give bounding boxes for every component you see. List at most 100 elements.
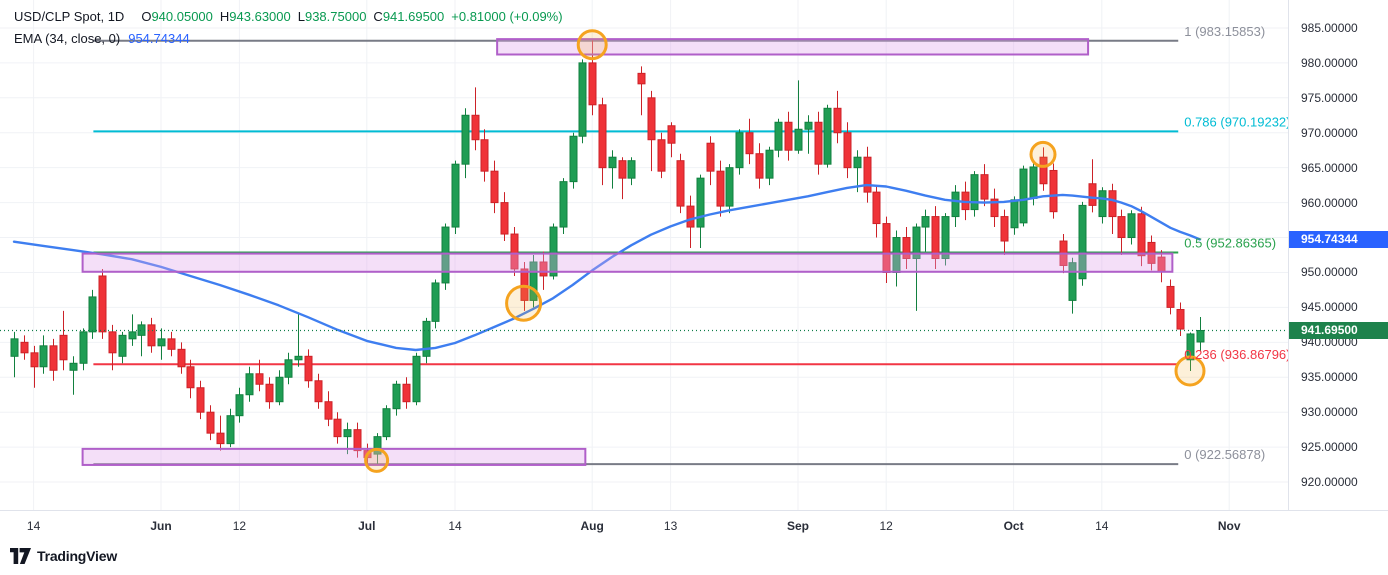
candles-series [10, 40, 1205, 464]
candle-body [69, 362, 78, 371]
fib-label-1[interactable]: 1 (983.15853) [1184, 24, 1265, 39]
high-label: H [219, 9, 230, 24]
candle-body [245, 373, 254, 396]
candle-body [304, 355, 313, 382]
candle-body [784, 121, 793, 151]
candle-body [441, 226, 450, 284]
zone-rect[interactable] [81, 252, 1174, 273]
supply-demand-zones[interactable] [81, 38, 1174, 466]
candle-body [118, 334, 127, 357]
price-axis-label: 985.00000 [1301, 20, 1358, 35]
candle-body [1029, 166, 1038, 199]
fib-label-0.786[interactable]: 0.786 (970.19232) [1184, 114, 1288, 129]
candle-body [451, 163, 460, 228]
time-axis-label: 14 [1095, 519, 1109, 533]
candle-body [382, 408, 391, 438]
candle-body [921, 216, 930, 228]
candle-body [1127, 213, 1136, 239]
close-value: 941.69500 [382, 9, 445, 24]
candle-body [412, 355, 421, 403]
candle-body [716, 170, 725, 207]
highlight-circle[interactable] [364, 447, 390, 473]
candle-body [755, 153, 764, 179]
candle-body [578, 62, 587, 137]
candle-body [823, 107, 832, 165]
price-axis-label: 960.00000 [1301, 195, 1358, 210]
candle-body [353, 429, 362, 452]
candle-body [392, 383, 401, 410]
price-axis-label: 930.00000 [1301, 405, 1358, 420]
indicator-name: EMA (34, close, 0) [14, 31, 121, 46]
fib-labels[interactable]: 1 (983.15853) 0.786 (970.19232) 0.5 (952.8… [1184, 24, 1288, 462]
candle-body [1088, 183, 1097, 206]
candle-body [686, 205, 695, 228]
time-axis-label: 12 [879, 519, 893, 533]
candle-body [422, 320, 431, 357]
zone-rect[interactable] [81, 447, 587, 466]
candle-body [1108, 190, 1117, 218]
candle-body [872, 191, 881, 225]
zone-rect[interactable] [496, 38, 1090, 56]
time-axis-label: 13 [663, 519, 678, 533]
candle-body [1196, 329, 1205, 343]
highlight-circle[interactable] [1174, 355, 1206, 387]
chart-legend[interactable]: USD/CLP Spot, 1D O940.05000 H943.63000 L938… [14, 8, 563, 48]
candle-body [206, 411, 215, 434]
candle-body [676, 160, 685, 207]
indicator-legend-row[interactable]: EMA (34, close, 0) 954.74344 [14, 30, 563, 48]
time-axis[interactable]: 14 Jun 12 Jul 14 Aug 13 Sep 12 Oct 14 Nov [0, 510, 1388, 543]
highlight-circles[interactable] [364, 29, 1206, 473]
price-axis-label: 925.00000 [1301, 440, 1358, 455]
candle-body [1010, 199, 1019, 229]
highlight-circle[interactable] [505, 284, 543, 322]
price-axis-label: 950.00000 [1301, 265, 1358, 280]
candle-body [1078, 204, 1087, 280]
candle-body [569, 135, 578, 183]
candle-body [186, 366, 195, 389]
candle-body [667, 125, 676, 144]
time-axis-label: Jun [150, 519, 172, 533]
price-axis-label: 975.00000 [1301, 90, 1358, 105]
candle-body [647, 97, 656, 141]
candle-body [1098, 190, 1107, 218]
candle-body [657, 139, 666, 172]
time-axis-label: Sep [786, 519, 809, 533]
candle-body [843, 132, 852, 169]
candle-body [1117, 216, 1126, 239]
fib-label-0.5[interactable]: 0.5 (952.86365) [1184, 235, 1276, 250]
time-axis-label: Aug [580, 519, 604, 533]
candle-body [500, 202, 509, 235]
fib-label-0[interactable]: 0 (922.56878) [1184, 447, 1265, 462]
symbol-legend-row[interactable]: USD/CLP Spot, 1D O940.05000 H943.63000 L938… [14, 8, 563, 26]
candle-body [79, 331, 88, 364]
candle-body [480, 139, 489, 172]
candle-body [794, 128, 803, 151]
candle-body [814, 121, 823, 165]
chart-plot-area[interactable]: 1 (983.15853) 0.786 (970.19232) 0.5 (952.8… [0, 0, 1288, 510]
candle-body [98, 275, 107, 333]
candle-body [706, 142, 715, 172]
candle-body [30, 352, 39, 368]
candle-body [343, 429, 352, 438]
candle-body [1019, 168, 1028, 224]
time-axis-label: 12 [232, 519, 247, 533]
candle-body [275, 376, 284, 403]
price-axis[interactable]: 985.00000 980.00000 975.00000 970.00000 965.… [1288, 0, 1388, 510]
ema-line [12, 183, 1201, 352]
tradingview-logo-icon [10, 548, 31, 564]
highlight-circle[interactable] [576, 29, 608, 61]
price-axis-label: 970.00000 [1301, 125, 1358, 140]
candle-body [294, 355, 303, 361]
price-axis-label: 935.00000 [1301, 370, 1358, 385]
candle-body [990, 198, 999, 218]
tradingview-logo[interactable]: TradingView [10, 548, 117, 564]
price-axis-label: 920.00000 [1301, 475, 1358, 490]
candle-body [1049, 169, 1058, 213]
highlight-circle[interactable] [1029, 140, 1057, 168]
fib-retracement-lines[interactable] [93, 39, 1179, 466]
candle-body [471, 114, 480, 141]
candle-body [1176, 308, 1185, 330]
candle-body [1039, 156, 1048, 185]
fib-label-0.236[interactable]: 0.236 (936.86796) [1184, 347, 1288, 362]
candle-body [510, 233, 519, 270]
